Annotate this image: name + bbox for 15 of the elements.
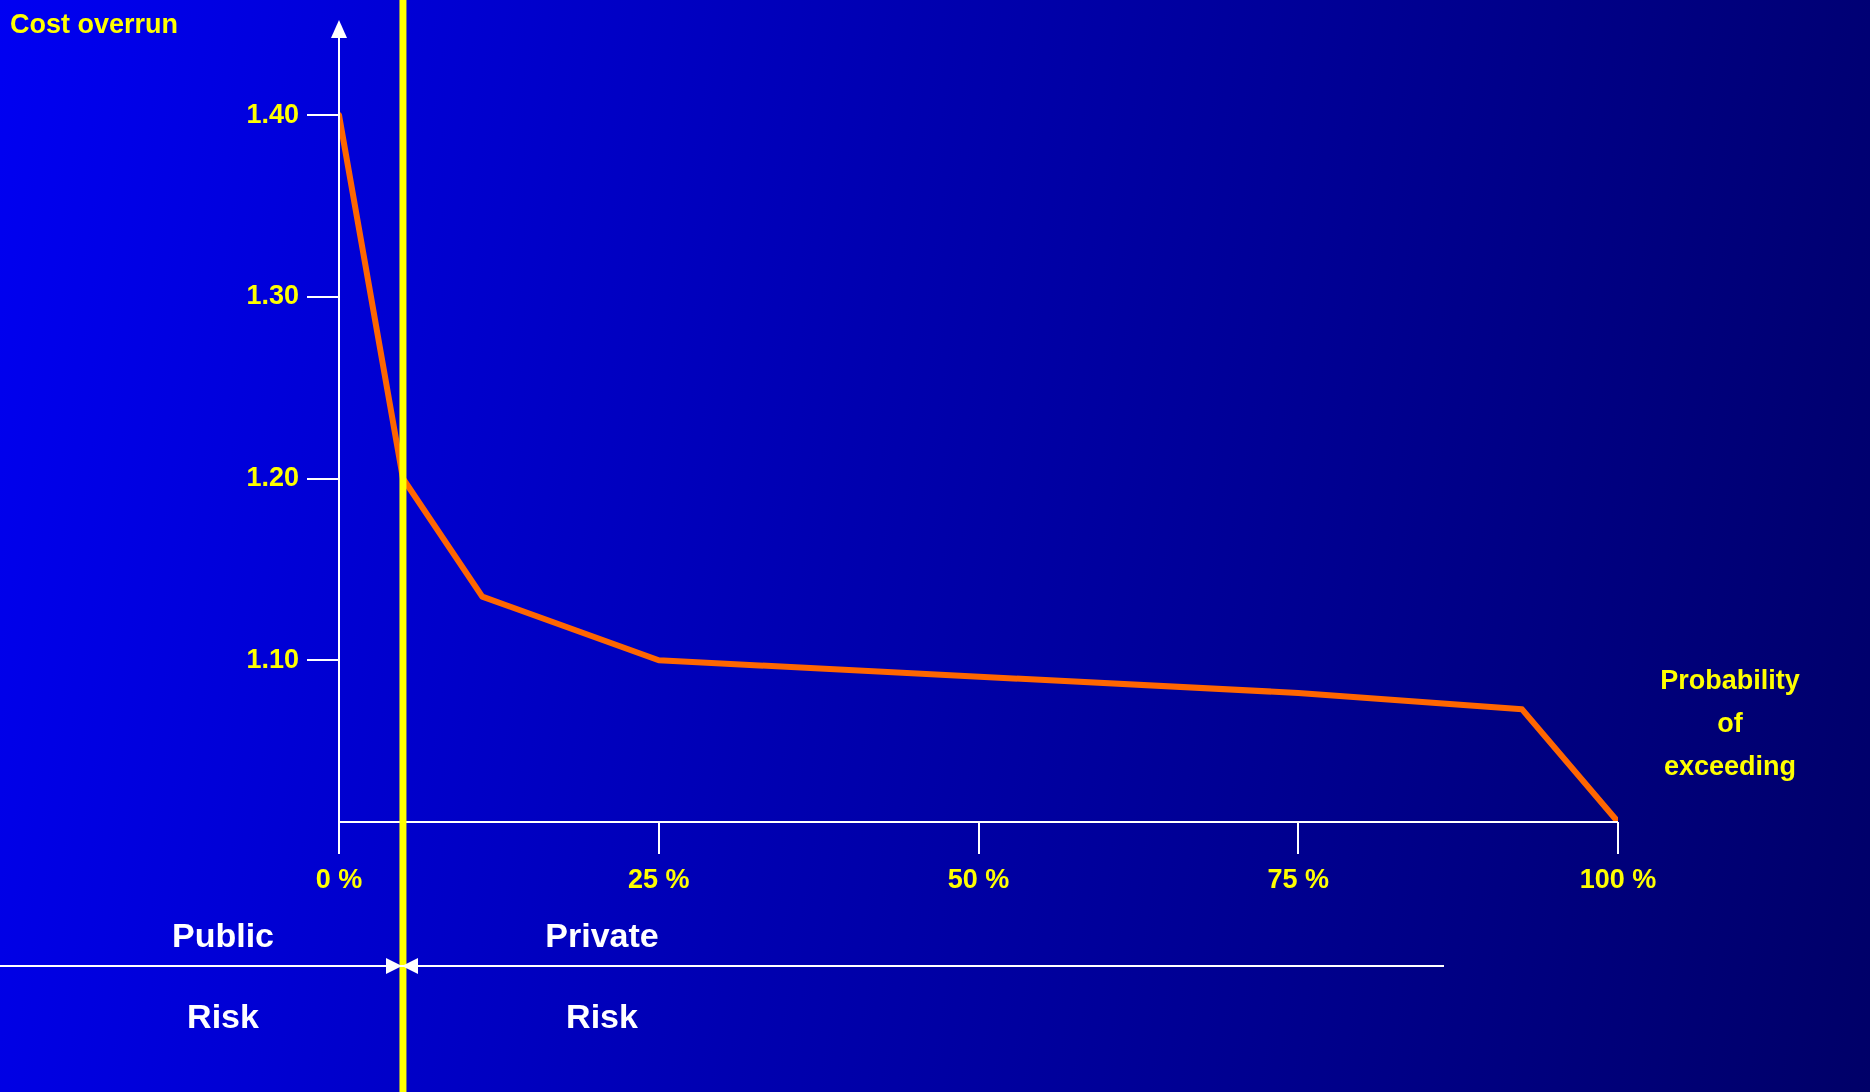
text: Public	[171, 916, 275, 955]
y-tick-label: 1.20	[246, 461, 299, 492]
text: Risk	[187, 997, 259, 1036]
y-tick-label: 1.10	[246, 643, 299, 674]
y-axis-title: Cost overrun	[10, 9, 179, 40]
x-tick-label: 0 %	[315, 863, 363, 894]
x-tick-label: 50 %	[947, 863, 1010, 894]
x-tick-label: 25 %	[627, 863, 690, 894]
y-tick-label: 1.30	[246, 280, 299, 311]
x-axis-title: Probability of exceeding	[1660, 665, 1800, 782]
text: Private	[545, 916, 659, 955]
x-tick-label: 75 %	[1267, 863, 1330, 894]
x-tick-label: 100 %	[1579, 863, 1657, 894]
text: Risk	[566, 997, 638, 1036]
y-tick-label: 1.40	[246, 98, 299, 129]
